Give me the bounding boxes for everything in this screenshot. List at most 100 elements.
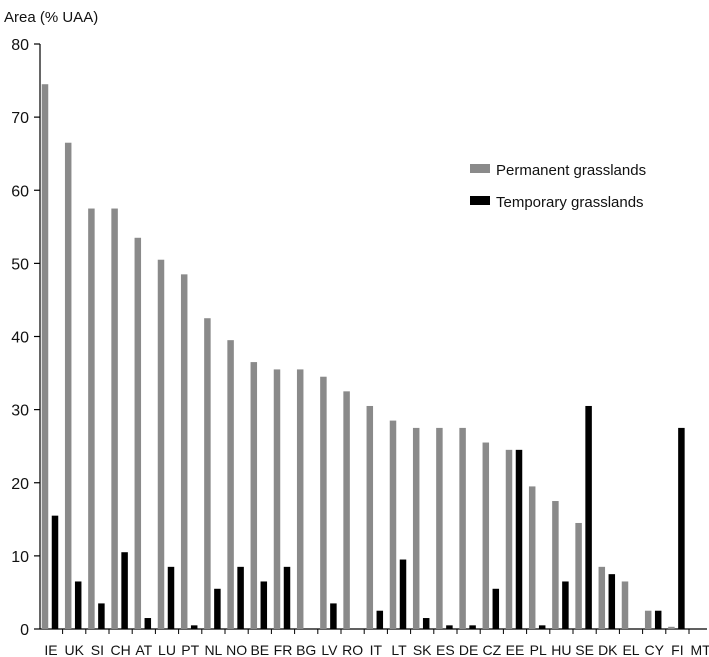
bar-permanent-hu	[552, 501, 559, 629]
y-tick-label: 70	[11, 110, 29, 127]
bar-temporary-fi	[678, 427, 685, 629]
bar-permanent-ee	[505, 449, 513, 629]
bar-temporary-ch	[121, 552, 128, 629]
y-tick-label: 0	[20, 622, 29, 639]
bar-permanent-el	[621, 581, 629, 629]
bar-temporary-es	[446, 625, 453, 629]
bar-permanent-se	[575, 522, 582, 629]
y-tick-label: 40	[11, 330, 29, 347]
x-tick-label: AT	[135, 642, 152, 657]
legend-label-temporary: Temporary grasslands	[496, 194, 644, 211]
bar-permanent-nl	[204, 318, 211, 629]
x-tick-label: SE	[575, 642, 594, 657]
x-tick-label: MT	[690, 642, 709, 657]
bar-permanent-lv	[320, 376, 327, 629]
x-tick-label: HU	[551, 642, 571, 657]
bar-permanent-pt	[180, 274, 188, 629]
x-tick-label: IT	[370, 642, 383, 657]
bar-permanent-si	[88, 208, 95, 629]
x-tick-label: FI	[671, 642, 683, 657]
bar-permanent-uk	[64, 142, 72, 629]
bar-temporary-dk	[608, 574, 616, 629]
bar-temporary-se	[585, 405, 592, 629]
bar-permanent-no	[227, 340, 234, 629]
bar-temporary-pt	[190, 625, 198, 629]
bar-temporary-cy	[654, 610, 662, 629]
x-tick-label: UK	[64, 642, 84, 657]
bar-temporary-si	[98, 603, 105, 629]
x-tick-label: BE	[250, 642, 269, 657]
bar-temporary-ie	[51, 515, 59, 629]
y-tick-label: 60	[11, 183, 29, 200]
x-tick-label: PT	[181, 642, 199, 657]
x-tick-label: ES	[436, 642, 455, 657]
bar-permanent-bg	[296, 369, 304, 629]
x-tick-label: LT	[391, 642, 407, 657]
x-tick-label: SI	[91, 642, 104, 657]
x-tick-label: CH	[110, 642, 130, 657]
bar-permanent-sk	[412, 427, 420, 629]
x-tick-label: BG	[296, 642, 316, 657]
bar-temporary-no	[237, 566, 244, 629]
x-tick-label: DE	[459, 642, 478, 657]
bar-permanent-cz	[482, 442, 490, 629]
x-tick-label: NL	[204, 642, 222, 657]
x-tick-label: IE	[44, 642, 57, 657]
bar-temporary-lt	[399, 559, 407, 629]
y-tick-label: 50	[11, 256, 29, 273]
x-tick-label: NO	[226, 642, 247, 657]
x-tick-label: LV	[321, 642, 338, 657]
bar-permanent-at	[134, 237, 142, 629]
bar-permanent-ie	[41, 84, 49, 629]
x-tick-label: CZ	[482, 642, 501, 657]
bar-permanent-fi	[668, 626, 675, 629]
bar-permanent-es	[436, 427, 443, 629]
x-tick-label: EE	[506, 642, 525, 657]
y-axis-label: Area (% UAA)	[4, 9, 98, 26]
bar-permanent-fr	[273, 369, 281, 629]
legend: Permanent grasslands Temporary grassland…	[470, 162, 646, 211]
x-tick-label: RO	[342, 642, 363, 657]
x-axis: IE UK SI CH AT LU PT NL NO BE FR BG LV RO IT LT SK ES DE CZ…	[40, 628, 709, 657]
bar-permanent-lt	[389, 420, 397, 629]
bar-temporary-hu	[562, 581, 569, 629]
y-tick-label: 10	[11, 549, 29, 566]
bars	[41, 84, 685, 629]
y-axis: 0 10 20 30 40 50 60 70 80	[11, 37, 41, 639]
legend-swatch-permanent	[470, 164, 490, 173]
bar-permanent-ch	[111, 208, 118, 629]
x-tick-label: EL	[622, 642, 639, 657]
bar-temporary-at	[144, 618, 152, 629]
y-tick-label: 80	[11, 37, 29, 54]
bar-temporary-pl	[538, 625, 546, 629]
bar-permanent-it	[366, 405, 374, 629]
x-tick-label: LU	[158, 642, 176, 657]
bar-temporary-nl	[214, 588, 221, 629]
bar-permanent-dk	[598, 566, 606, 629]
bar-permanent-ro	[343, 391, 350, 629]
bar-permanent-be	[250, 362, 258, 629]
bar-permanent-lu	[157, 259, 165, 629]
legend-label-permanent: Permanent grasslands	[496, 162, 646, 179]
legend-swatch-temporary	[470, 196, 490, 205]
x-tick-label: FR	[274, 642, 293, 657]
bar-temporary-lv	[330, 603, 337, 629]
bar-temporary-be	[260, 581, 268, 629]
y-tick-label: 30	[11, 403, 29, 420]
bar-temporary-uk	[74, 581, 82, 629]
bar-temporary-sk	[422, 618, 430, 629]
bar-permanent-de	[459, 427, 466, 629]
x-tick-label: DK	[598, 642, 618, 657]
x-tick-label: SK	[413, 642, 432, 657]
bar-temporary-fr	[283, 566, 291, 629]
x-tick-label: PL	[530, 642, 547, 657]
bar-permanent-pl	[528, 486, 536, 629]
bar-temporary-lu	[167, 566, 175, 629]
x-tick-label: CY	[644, 642, 664, 657]
y-tick-label: 20	[11, 476, 29, 493]
bar-temporary-it	[376, 610, 384, 629]
bar-temporary-de	[469, 625, 476, 629]
bar-permanent-cy	[644, 610, 652, 629]
bar-temporary-ee	[515, 449, 523, 629]
